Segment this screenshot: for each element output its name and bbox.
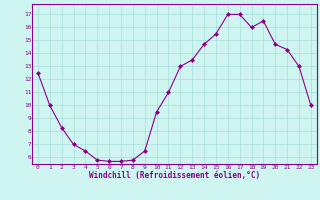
X-axis label: Windchill (Refroidissement éolien,°C): Windchill (Refroidissement éolien,°C) [89,171,260,180]
